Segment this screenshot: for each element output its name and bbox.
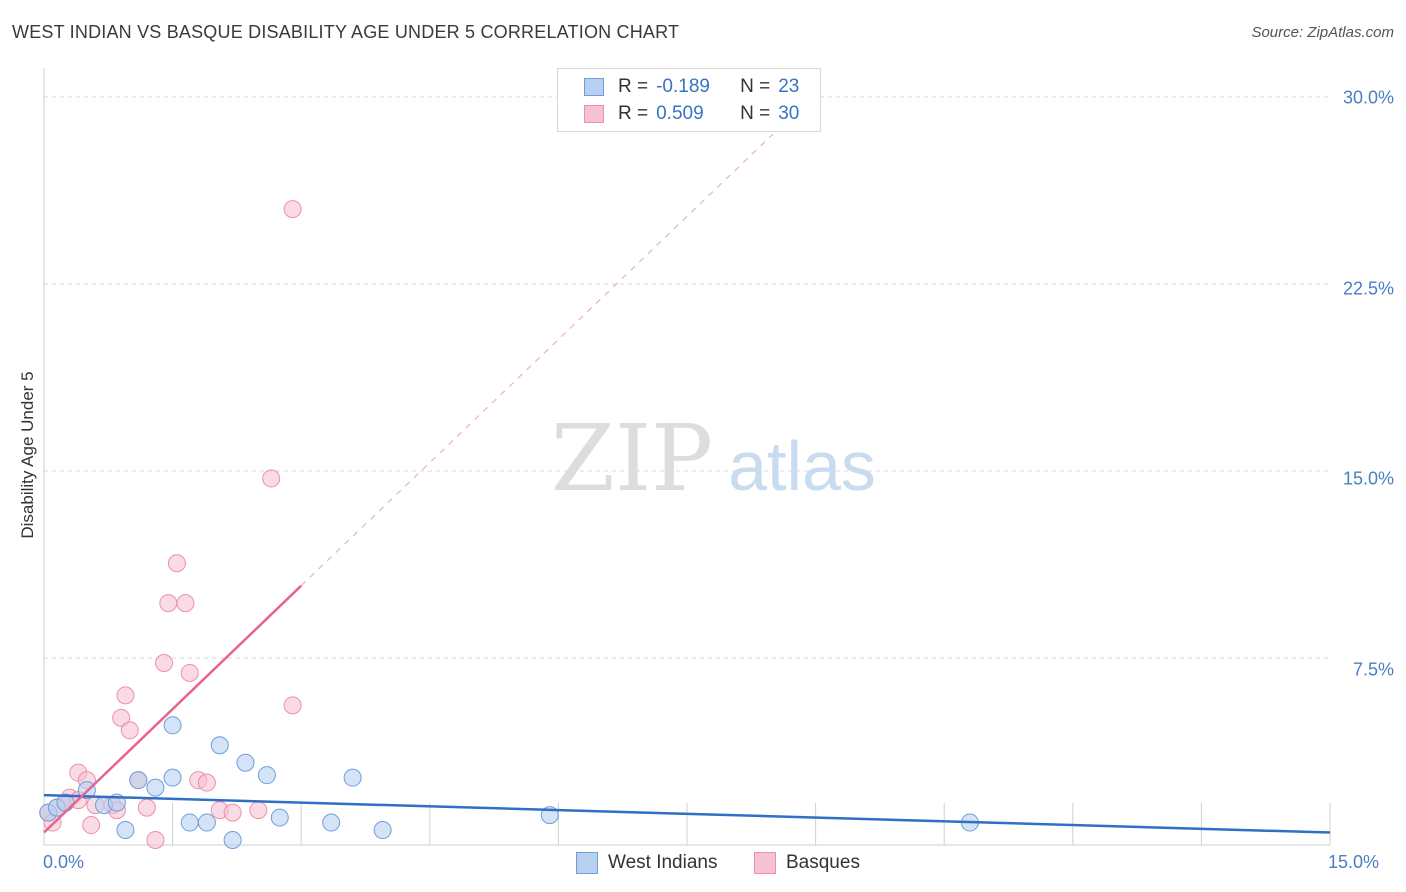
basques-point — [176, 594, 195, 613]
west-indians-trend-line — [43, 793, 1331, 834]
r-value: -0.189 — [656, 76, 710, 97]
watermark-zip: ZIP — [551, 405, 713, 512]
chart-title: WEST INDIAN VS BASQUE DISABILITY AGE UND… — [12, 22, 680, 42]
basques-point — [223, 803, 242, 822]
basques-swatch — [584, 105, 604, 123]
west-indians-point — [129, 771, 148, 790]
x-tick-label: 15.0% — [1328, 852, 1380, 872]
west-indians-point — [373, 821, 392, 840]
r-label: R = — [618, 103, 649, 124]
basques-swatch — [754, 852, 776, 874]
west-indians-point — [210, 736, 229, 755]
legend-row-basques: R = 0.509 N = 30 — [584, 102, 799, 126]
n-value: 23 — [778, 76, 800, 97]
west-indians-point — [257, 766, 276, 785]
basques-point — [155, 653, 174, 672]
x-tick-label: 0.0% — [43, 852, 85, 872]
west-indians-point — [146, 778, 165, 797]
basques-point — [249, 801, 268, 820]
basques-point — [112, 708, 131, 727]
west-indians-point — [223, 831, 242, 850]
basques-point — [159, 594, 178, 613]
west-indians-point — [163, 768, 182, 787]
basques-point — [82, 816, 101, 835]
legend-row-west-indians: R = -0.189 N = 23 — [584, 75, 799, 99]
basques-point — [283, 696, 302, 715]
y-tick-label: 22.5% — [1342, 278, 1394, 299]
n-label: N = — [740, 103, 771, 124]
west-indians-point — [197, 813, 216, 832]
west-indians-point — [180, 813, 199, 832]
basques-point — [116, 686, 135, 705]
basques-trend-extension — [300, 133, 774, 587]
west-indians-point — [116, 821, 135, 840]
basques-point — [167, 554, 186, 573]
basques-point — [180, 663, 199, 682]
basques-point — [146, 831, 165, 850]
basques-trend-line — [43, 584, 303, 834]
n-label: N = — [740, 76, 771, 97]
basques-point — [262, 469, 281, 488]
basques-point — [120, 721, 139, 740]
y-tick-label: 15.0% — [1342, 468, 1394, 489]
basques-point — [283, 200, 302, 219]
west-indians-swatch — [576, 852, 598, 874]
r-value: 0.509 — [656, 103, 704, 124]
west-indians-point — [163, 716, 182, 735]
west-indians-point — [270, 808, 289, 827]
correlation-legend: R = -0.189 N = 23 R = 0.509 N = 30 — [557, 68, 821, 132]
source-label: Source: ZipAtlas.com — [1251, 24, 1394, 41]
r-label: R = — [618, 76, 649, 97]
west-indians-point — [322, 813, 341, 832]
west-indians-point — [343, 768, 362, 787]
legend-item-basques: Basques — [754, 852, 860, 874]
basques-point — [137, 798, 156, 817]
n-value: 30 — [778, 103, 800, 124]
y-tick-label: 30.0% — [1342, 87, 1394, 108]
west-indians-point — [236, 753, 255, 772]
watermark-atlas: atlas — [728, 427, 876, 505]
legend-label: West Indians — [608, 852, 718, 873]
basques-point — [197, 773, 216, 792]
y-tick-label: 7.5% — [1352, 659, 1394, 680]
legend-label: Basques — [786, 852, 860, 873]
legend-item-west-indians: West Indians — [576, 852, 717, 874]
west-indians-swatch — [584, 78, 604, 96]
